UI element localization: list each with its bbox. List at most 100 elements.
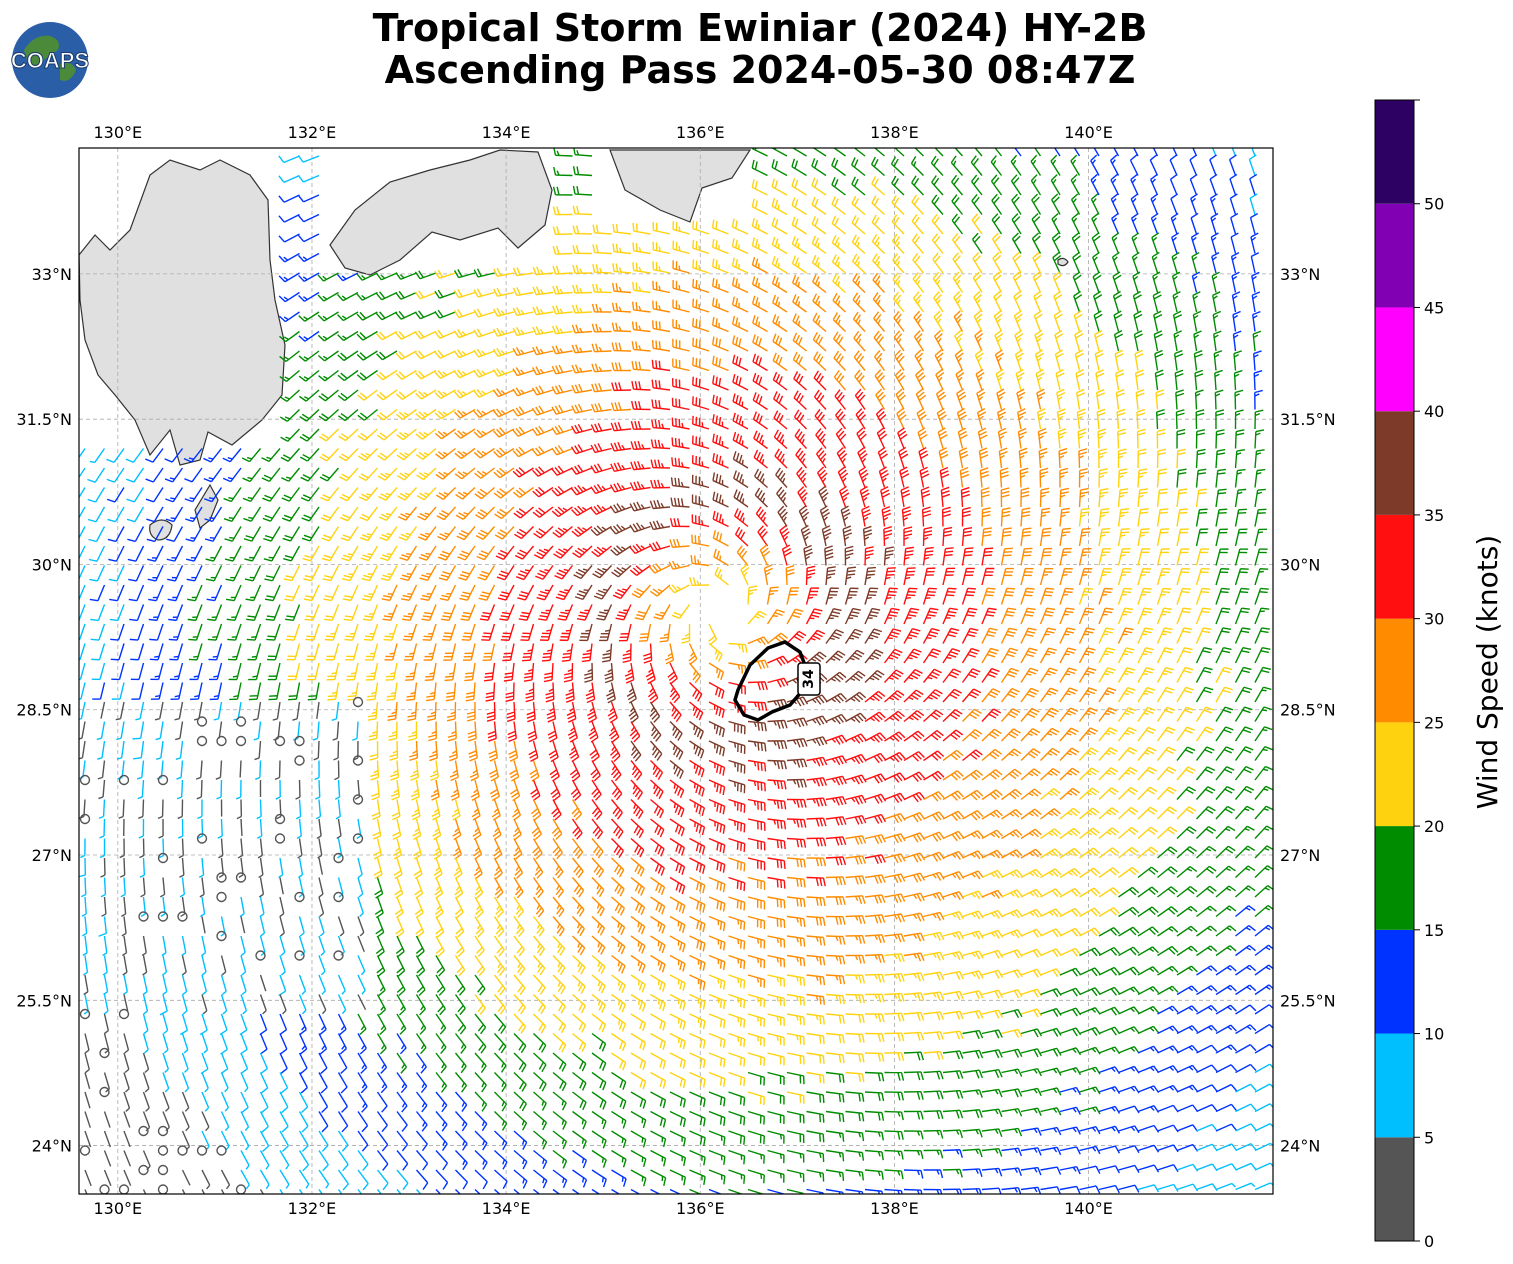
wind-barb (771, 178, 788, 196)
wind-barb (1076, 388, 1086, 410)
wind-barb (631, 341, 651, 352)
wind-barb (692, 376, 710, 391)
wind-barb (712, 375, 729, 391)
wind-barb (493, 467, 515, 479)
wind-barb (773, 391, 788, 411)
lat-tick-label-left: 28.5°N (16, 701, 72, 720)
wind-barb (692, 337, 710, 352)
wind-barb (492, 327, 515, 337)
wind-barb (591, 323, 612, 333)
wind-barb (871, 195, 885, 216)
lon-tick-label-top: 130°E (94, 123, 143, 142)
wind-barb (1189, 173, 1198, 196)
wind-barb (870, 156, 885, 177)
wind-barb (1036, 388, 1046, 410)
wind-barb (1034, 148, 1042, 157)
wind-barb (435, 467, 456, 480)
wind-barb (1252, 310, 1261, 332)
wind-barb (854, 388, 866, 410)
wind-barb (951, 174, 964, 196)
wind-barb (1192, 310, 1202, 332)
wind-barb (1074, 329, 1084, 352)
wind-barb (261, 448, 281, 463)
wind-barb (337, 369, 359, 382)
wind-barb (672, 260, 690, 274)
colorbar-bin (1375, 1033, 1414, 1138)
lon-tick-label-bottom: 132°E (288, 1199, 337, 1218)
wind-barb (1073, 290, 1083, 313)
wind-barb (553, 166, 573, 177)
wind-barb (993, 310, 1003, 332)
wind-barb (731, 238, 749, 255)
wind-barb (395, 369, 417, 380)
wind-barb (434, 309, 456, 319)
wind-barb (416, 467, 437, 481)
wind-barb (918, 446, 929, 469)
wind-barb (851, 157, 866, 177)
wind-barb (732, 393, 749, 411)
wind-barb (911, 233, 925, 254)
wind-barb (298, 330, 320, 342)
wind-barb (572, 225, 593, 235)
lat-tick-label-left: 25.5°N (16, 991, 72, 1010)
wind-barb (571, 383, 593, 394)
wind-barb (954, 329, 964, 352)
wind-barb (1056, 388, 1066, 410)
wind-barb (956, 407, 967, 430)
wind-barb (317, 330, 339, 342)
wind-barb (184, 467, 203, 483)
colorbar-bin (1375, 929, 1414, 1034)
wind-barb (712, 336, 729, 352)
wind-barb (1191, 251, 1200, 274)
wind-barb (811, 254, 827, 274)
wind-barb (512, 287, 534, 297)
wind-barb (357, 447, 378, 461)
wind-barb (898, 446, 909, 469)
wind-barb (711, 239, 729, 255)
wind-barb (1254, 409, 1264, 430)
lat-tick-label-right: 24°N (1280, 1137, 1320, 1156)
wind-barb (1230, 252, 1240, 274)
wind-barb (512, 307, 534, 317)
wind-barb (711, 258, 729, 274)
wind-barb (1016, 388, 1026, 410)
wind-barb (874, 369, 886, 391)
wind-barb (395, 408, 417, 421)
wind-barb (396, 447, 417, 461)
wind-barb (473, 388, 495, 398)
wind-barb (992, 271, 1003, 293)
wind-barb (753, 449, 768, 469)
wind-barb (492, 347, 515, 357)
wind-barb (1018, 447, 1028, 469)
wind-barb (318, 369, 339, 382)
colorbar-bin (1375, 1137, 1414, 1241)
wind-barb (912, 291, 925, 313)
wind-barb (651, 379, 671, 391)
wind-barb (833, 331, 847, 352)
wind-barb (1214, 389, 1224, 410)
wind-barb (473, 348, 495, 358)
wind-barb (793, 390, 807, 411)
wind-barb (1172, 291, 1181, 313)
wind-barb (712, 394, 729, 411)
wind-barb (395, 272, 417, 280)
colorbar-bin (1375, 722, 1414, 827)
wind-barb (1051, 232, 1061, 254)
wind-barb (853, 350, 866, 371)
wind-barb (375, 311, 398, 321)
wind-barb (1096, 408, 1106, 430)
wind-barb (813, 370, 827, 391)
wind-barb (815, 428, 827, 449)
wind-barb (591, 343, 612, 353)
wind-barb (1169, 154, 1178, 176)
wind-barb (893, 311, 905, 332)
wind-barb (512, 406, 534, 417)
wind-barb (336, 272, 359, 282)
wind-barb (551, 384, 573, 395)
wind-barb (241, 448, 262, 463)
wind-barb (751, 159, 768, 177)
wind-barb (792, 351, 807, 372)
wind-barb (1117, 448, 1127, 469)
wind-barb (811, 158, 827, 177)
wind-barb (1231, 271, 1240, 293)
